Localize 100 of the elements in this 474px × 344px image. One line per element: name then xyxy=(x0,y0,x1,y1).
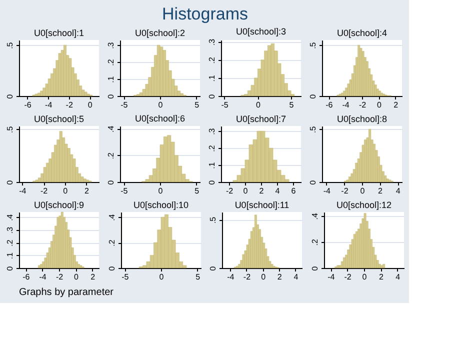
x-tick-label: -5 xyxy=(221,100,229,110)
y-tick-label: 0 xyxy=(310,266,320,271)
x-tick-label: -4 xyxy=(45,100,53,110)
y-tick-label: .2 xyxy=(106,58,116,66)
x-tick-label: 0 xyxy=(362,272,368,282)
x-tick-label: 4 xyxy=(396,272,401,282)
y-tick-label: 0 xyxy=(208,180,216,185)
y-tick-label: .1 xyxy=(208,162,216,169)
x-tick-label: -5 xyxy=(120,100,128,110)
x-tick-label: -6 xyxy=(326,100,334,110)
y-tick-label: .4 xyxy=(106,125,116,133)
x-tick-label: 6 xyxy=(291,186,296,196)
y-tick-label: .1 xyxy=(106,76,116,83)
chart-title: U0[school]:4 xyxy=(336,28,388,38)
x-tick-label: -5 xyxy=(120,186,128,196)
x-tick-label: 0 xyxy=(159,272,164,282)
x-tick-label: 0 xyxy=(256,100,261,110)
y-tick-label: .5 xyxy=(6,126,14,134)
x-tick-label: 0 xyxy=(158,186,164,196)
y-tick-label: 0 xyxy=(308,180,318,185)
chart-title: U0[school]:3 xyxy=(236,26,286,36)
y-tick-label: .2 xyxy=(108,239,116,246)
text: Graphs by parameter xyxy=(19,287,114,298)
y-tick-label: 0 xyxy=(6,94,14,99)
y-tick-label: .1 xyxy=(6,252,14,260)
text: Histograms xyxy=(162,4,248,24)
x-tick-label: 0 xyxy=(360,186,366,196)
x-tick-label: 5 xyxy=(289,100,294,110)
y-tick-label: .1 xyxy=(208,74,216,82)
x-tick-label: 2 xyxy=(90,272,96,282)
x-tick-label: -6 xyxy=(22,272,30,282)
chart-title: U0[school]:9 xyxy=(34,200,84,210)
y-tick-label: .2 xyxy=(310,238,320,246)
chart-title: U0[school]:10 xyxy=(133,200,189,210)
x-tick-label: -4 xyxy=(323,186,332,196)
y-tick-label: 0 xyxy=(6,266,14,271)
x-tick-label: 0 xyxy=(63,186,68,196)
x-tick-label: 5 xyxy=(196,272,201,282)
y-tick-label: .2 xyxy=(106,152,116,160)
x-tick-label: -4 xyxy=(328,272,336,282)
x-tick-label: -5 xyxy=(122,272,130,282)
x-tick-label: 2 xyxy=(277,272,282,282)
x-tick-label: -2 xyxy=(56,272,64,282)
y-tick-label: .3 xyxy=(106,42,116,49)
y-tick-label: .3 xyxy=(208,38,216,46)
x-tick-label: 2 xyxy=(378,272,384,282)
x-tick-label: 4 xyxy=(396,186,401,196)
y-tick-label: 0 xyxy=(208,266,218,271)
chart-title: U0[school]:6 xyxy=(134,113,186,124)
x-tick-label: -2 xyxy=(344,272,352,282)
x-tick-label: -2 xyxy=(226,186,234,196)
y-tick-label: 0 xyxy=(108,266,116,271)
chart-title: U0[school]:11 xyxy=(234,200,290,210)
chart-title: U0[school]:12 xyxy=(336,200,392,210)
x-tick-label: -4 xyxy=(39,272,47,282)
y-tick-label: 0 xyxy=(106,180,116,185)
x-tick-label: 5 xyxy=(194,100,200,110)
x-tick-label: -2 xyxy=(66,100,74,110)
y-tick-label: .5 xyxy=(308,42,318,49)
y-tick-label: .5 xyxy=(308,126,318,134)
x-tick-label: -2 xyxy=(341,186,349,196)
chart-title: U0[school]:8 xyxy=(336,114,388,124)
y-tick-label: .3 xyxy=(208,128,216,135)
y-tick-label: 0 xyxy=(308,94,318,99)
chart-title: U0[school]:1 xyxy=(34,28,84,38)
chart-title: U0[school]:5 xyxy=(34,114,84,124)
x-tick-label: -4 xyxy=(19,186,27,196)
x-tick-label: 2 xyxy=(378,186,384,196)
y-tick-label: .5 xyxy=(208,216,218,224)
x-tick-label: 4 xyxy=(294,272,299,282)
y-tick-label: 0 xyxy=(106,94,116,99)
y-tick-label: .4 xyxy=(6,214,14,221)
x-tick-label: 0 xyxy=(243,186,248,196)
y-tick-label: 0 xyxy=(208,94,216,99)
x-tick-label: 5 xyxy=(194,186,200,196)
y-tick-label: .2 xyxy=(208,56,216,64)
x-tick-label: 0 xyxy=(158,100,164,110)
chart-title: U0[school]:2 xyxy=(134,28,186,38)
y-tick-label: .4 xyxy=(310,212,320,220)
x-tick-label: -2 xyxy=(243,272,252,282)
x-tick-label: -4 xyxy=(227,272,235,282)
x-tick-label: 2 xyxy=(394,100,399,110)
x-tick-label: -2 xyxy=(40,186,48,196)
y-tick-label: .3 xyxy=(6,226,14,234)
x-tick-label: -2 xyxy=(358,100,367,110)
y-tick-label: 0 xyxy=(6,180,14,185)
x-tick-label: 2 xyxy=(259,186,264,196)
y-tick-label: .2 xyxy=(6,239,14,246)
x-tick-label: -4 xyxy=(342,100,350,110)
x-tick-label: 0 xyxy=(88,100,93,110)
x-tick-label: 0 xyxy=(261,272,266,282)
chart-title: U0[school]:7 xyxy=(236,114,286,124)
y-tick-label: .5 xyxy=(6,42,14,49)
y-tick-label: .4 xyxy=(108,214,116,221)
x-tick-label: 0 xyxy=(74,272,79,282)
x-tick-label: 0 xyxy=(376,100,382,110)
y-tick-label: .2 xyxy=(208,144,216,152)
x-tick-label: 4 xyxy=(275,186,280,196)
x-tick-label: 2 xyxy=(84,186,90,196)
x-tick-label: -6 xyxy=(24,100,32,110)
